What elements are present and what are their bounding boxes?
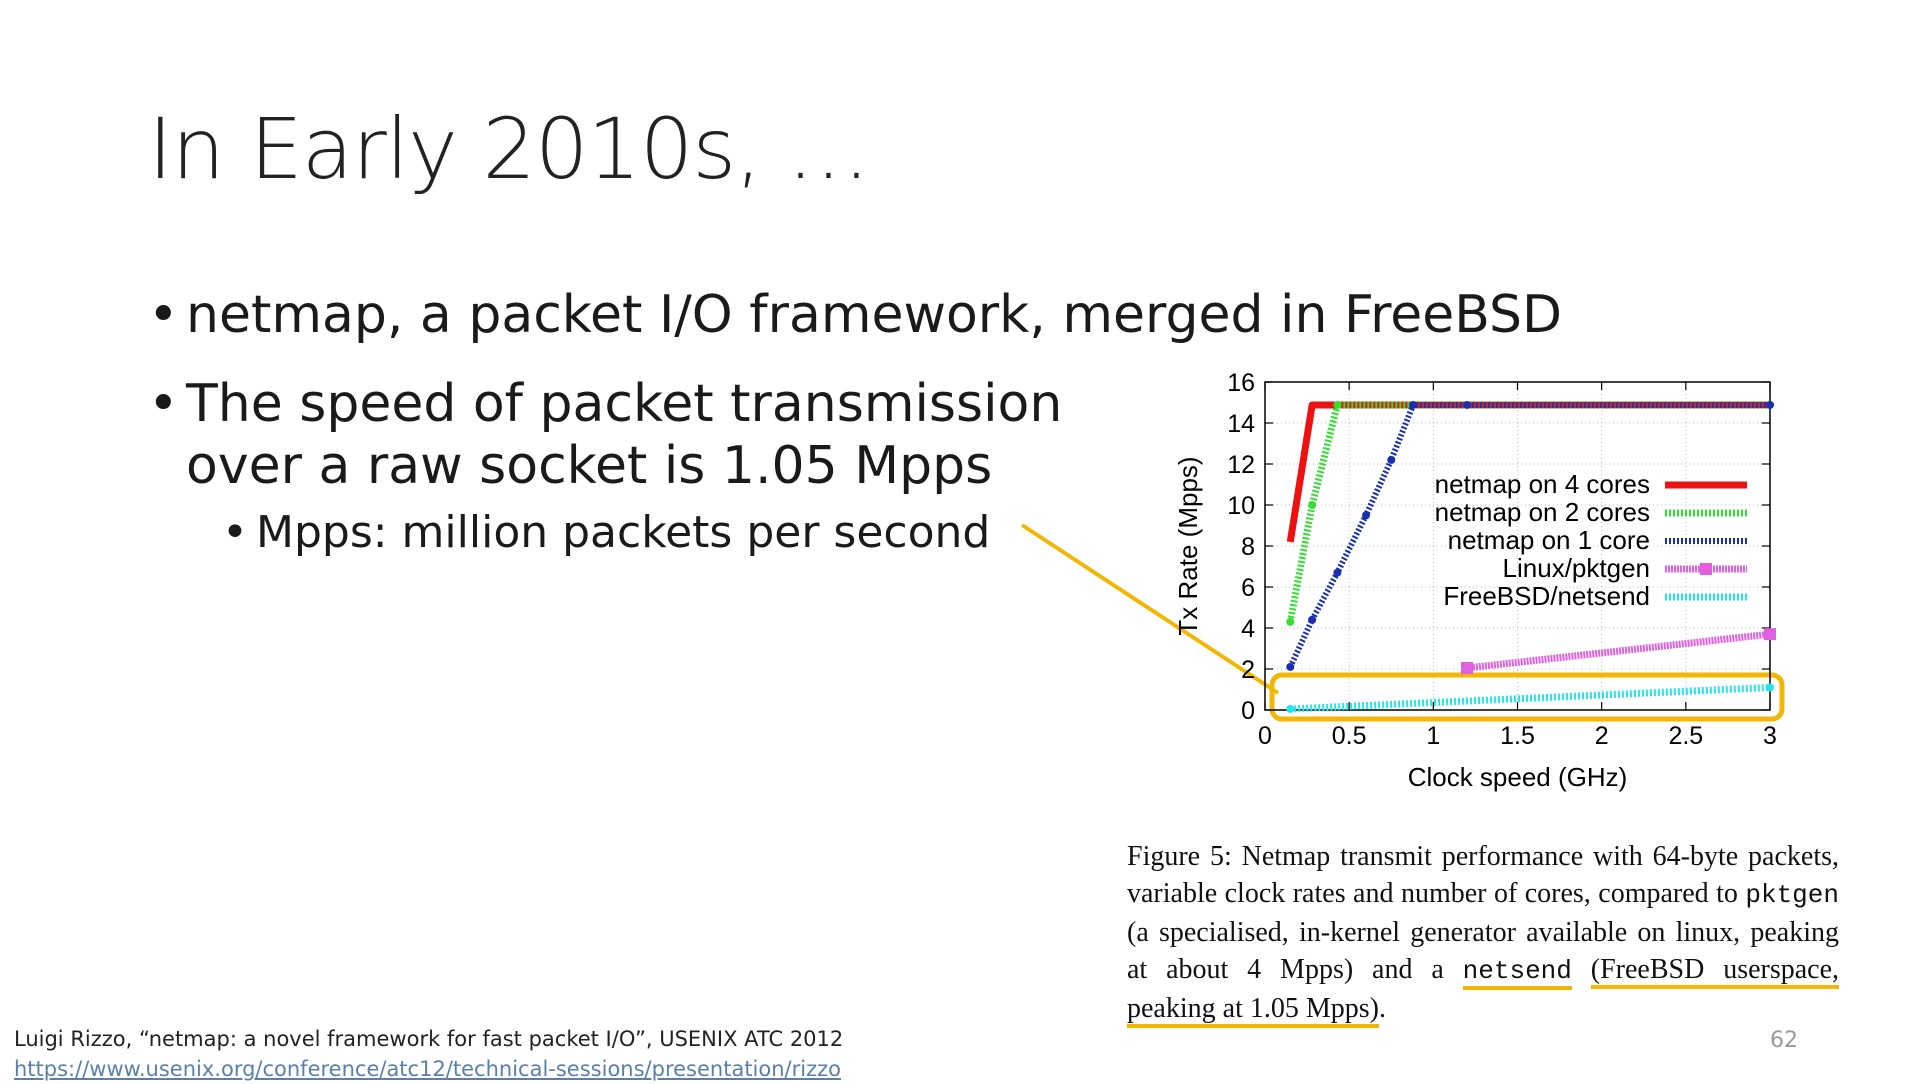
bullet-text-line2: over a raw socket is 1.05 Mpps (186, 436, 993, 496)
x-tick-label: 1 (1426, 722, 1440, 750)
y-tick-label: 0 (1241, 697, 1255, 725)
y-tick-label: 12 (1227, 451, 1255, 479)
caption-text-2: (a specialised, in-kernel generator avai… (1127, 917, 1839, 985)
series-point (1333, 400, 1342, 409)
page-number: 62 (1770, 1028, 1798, 1053)
series-line (1466, 630, 1771, 672)
legend-label: FreeBSD/netsend (1443, 581, 1650, 611)
citation-text: Luigi Rizzo, “netmap: a novel framework … (14, 1027, 844, 1051)
y-tick-label: 14 (1227, 410, 1255, 438)
series-point (1766, 683, 1774, 692)
series-point (1286, 617, 1295, 626)
series-point (1463, 400, 1471, 409)
bullet-marker: • (148, 285, 179, 345)
legend-label: netmap on 2 cores (1435, 497, 1650, 527)
caption-code-pktgen: pktgen (1745, 880, 1839, 910)
series-point (1286, 662, 1295, 671)
x-tick-label: 0 (1258, 722, 1272, 750)
y-tick-label: 2 (1241, 656, 1255, 684)
x-tick-label: 2.5 (1668, 722, 1703, 750)
series-point (1308, 501, 1317, 509)
y-tick-label: 6 (1241, 574, 1255, 602)
bullet-netmap: • netmap, a packet I/O framework, merged … (148, 285, 1562, 345)
y-tick-label: 16 (1227, 369, 1255, 397)
legend-marker (1700, 563, 1712, 575)
chart-svg: 0 2 4 6 8 10 12 14 16 0 0.5 1 1.5 2 2.5 3 Clock speed (G… (1173, 369, 1777, 792)
bullet-text-line1: The speed of packet transmission (186, 374, 1063, 434)
y-tick-label: 4 (1241, 615, 1255, 643)
series-point (1461, 661, 1473, 674)
legend-label: Linux/pktgen (1503, 553, 1650, 583)
x-axis-label: Clock speed (GHz) (1408, 762, 1628, 792)
series-point (1409, 400, 1418, 409)
y-axis-label: Tx Rate (Mpps) (1173, 456, 1203, 635)
series-point (1766, 400, 1774, 409)
caption-text-3: (FreeBSD userspace, peaking at 1.05 Mpps… (1127, 954, 1840, 1028)
caption-text-1: Figure 5: Netmap transmit performance wi… (1127, 841, 1839, 909)
series-point (1764, 628, 1776, 641)
bullet-text: netmap, a packet I/O framework, merged i… (186, 285, 1563, 345)
bullet-raw-socket-speed: • The speed of packet transmission over a… (148, 373, 1062, 497)
series-point (1286, 704, 1295, 713)
bullet-text: Mpps: million packets per second (256, 507, 991, 558)
y-tick-label: 8 (1241, 533, 1255, 561)
y-tick-label: 10 (1227, 492, 1255, 520)
slide-title: In Early 2010s, … (148, 100, 870, 198)
series-line (1290, 683, 1771, 713)
x-tick-label: 3 (1763, 722, 1777, 750)
figure-caption: Figure 5: Netmap transmit performance wi… (1127, 838, 1840, 1028)
bullet-marker: • (148, 374, 179, 434)
x-tick-label: 0.5 (1332, 722, 1367, 750)
series-point (1387, 455, 1396, 464)
series-point (1362, 511, 1370, 520)
legend-label: netmap on 1 core (1448, 525, 1650, 555)
caption-code-netsend: netsend (1462, 956, 1572, 990)
caption-text-4: . (1378, 993, 1386, 1024)
series-point (1308, 615, 1317, 624)
citation: Luigi Rizzo, “netmap: a novel framework … (14, 1024, 843, 1084)
citation-link[interactable]: https://www.usenix.org/conference/atc12/… (14, 1057, 841, 1081)
series-point (1333, 568, 1342, 577)
tx-rate-chart: 0 2 4 6 8 10 12 14 16 0 0.5 1 1.5 2 2.5 3 Clock speed (G… (1145, 365, 1785, 809)
series-line (1287, 401, 1770, 669)
legend-label: netmap on 4 cores (1435, 469, 1650, 499)
bullet-marker: • (222, 507, 248, 558)
x-tick-label: 1.5 (1500, 722, 1535, 750)
x-tick-label: 2 (1595, 722, 1609, 750)
sub-bullet-mpps: • Mpps: million packets per second (222, 507, 990, 558)
